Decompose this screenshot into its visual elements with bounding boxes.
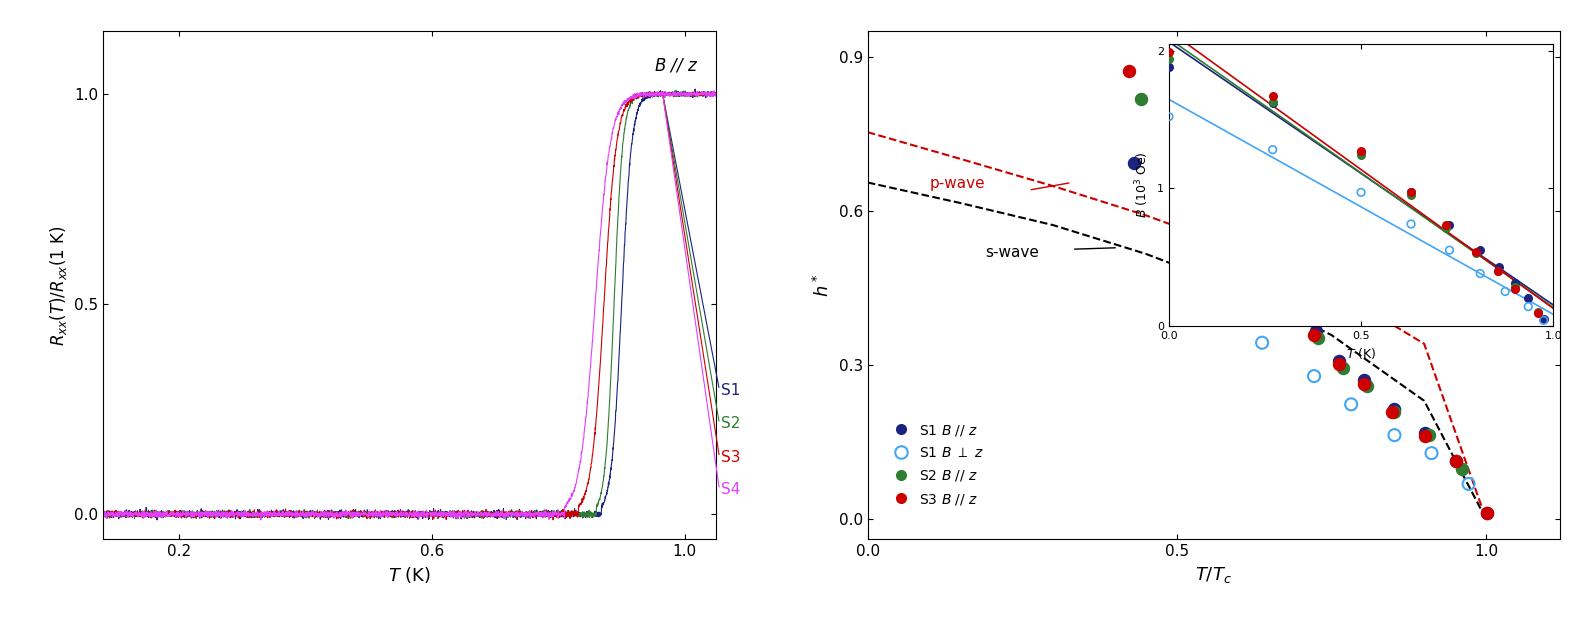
- Point: [1418, 448, 1444, 458]
- Point: [1339, 399, 1364, 409]
- Text: s-wave: s-wave: [985, 245, 1040, 260]
- Text: S3: S3: [721, 450, 740, 465]
- Legend: S1 $B$ // $z$, S1 $B$ $\perp$ $z$, S2 $B$ // $z$, S3 $B$ // $z$: S1 $B$ // $z$, S1 $B$ $\perp$ $z$, S2 $B…: [882, 417, 990, 512]
- Point: [1329, 363, 1355, 373]
- Point: [1444, 456, 1469, 466]
- Point: [1457, 479, 1482, 489]
- Point: [1382, 430, 1407, 440]
- Point: [1165, 204, 1191, 214]
- Point: [1305, 332, 1331, 342]
- Point: [1382, 407, 1407, 417]
- Point: [1474, 508, 1500, 518]
- Point: [1205, 220, 1231, 230]
- Text: S4: S4: [721, 482, 740, 497]
- Point: [1379, 407, 1404, 417]
- Point: [1450, 464, 1476, 474]
- Point: [1278, 306, 1304, 316]
- Point: [1382, 404, 1407, 414]
- Text: S2: S2: [721, 417, 740, 432]
- Point: [1304, 327, 1329, 337]
- Point: [1250, 338, 1275, 348]
- Point: [1199, 239, 1224, 249]
- Point: [1417, 430, 1442, 440]
- Point: [1248, 280, 1274, 290]
- Point: [1245, 268, 1270, 278]
- Point: [1474, 508, 1500, 518]
- Point: [1129, 94, 1154, 104]
- X-axis label: $T$ (K): $T$ (K): [388, 565, 431, 585]
- Point: [1326, 359, 1352, 369]
- Point: [1355, 381, 1380, 391]
- Y-axis label: $R_{xx}(T)/R_{xx}(1\ \mathrm{K})$: $R_{xx}(T)/R_{xx}(1\ \mathrm{K})$: [48, 225, 68, 345]
- Point: [1301, 330, 1326, 340]
- Point: [1412, 431, 1438, 441]
- X-axis label: $T/T_c$: $T/T_c$: [1196, 565, 1232, 585]
- Point: [1326, 356, 1352, 366]
- Point: [1121, 158, 1146, 168]
- Point: [1444, 456, 1469, 466]
- Point: [1199, 222, 1224, 232]
- Point: [1116, 66, 1141, 76]
- Point: [1301, 371, 1326, 381]
- Point: [1412, 428, 1438, 438]
- Y-axis label: $h^*$: $h^*$: [814, 273, 833, 297]
- Point: [1280, 304, 1305, 314]
- Text: S1: S1: [721, 383, 740, 398]
- Point: [1350, 379, 1375, 389]
- Point: [1350, 375, 1375, 385]
- Text: p-wave: p-wave: [930, 175, 985, 190]
- Point: [1250, 279, 1275, 289]
- Point: [1280, 303, 1305, 312]
- Text: $B$ // $z$: $B$ // $z$: [654, 56, 697, 74]
